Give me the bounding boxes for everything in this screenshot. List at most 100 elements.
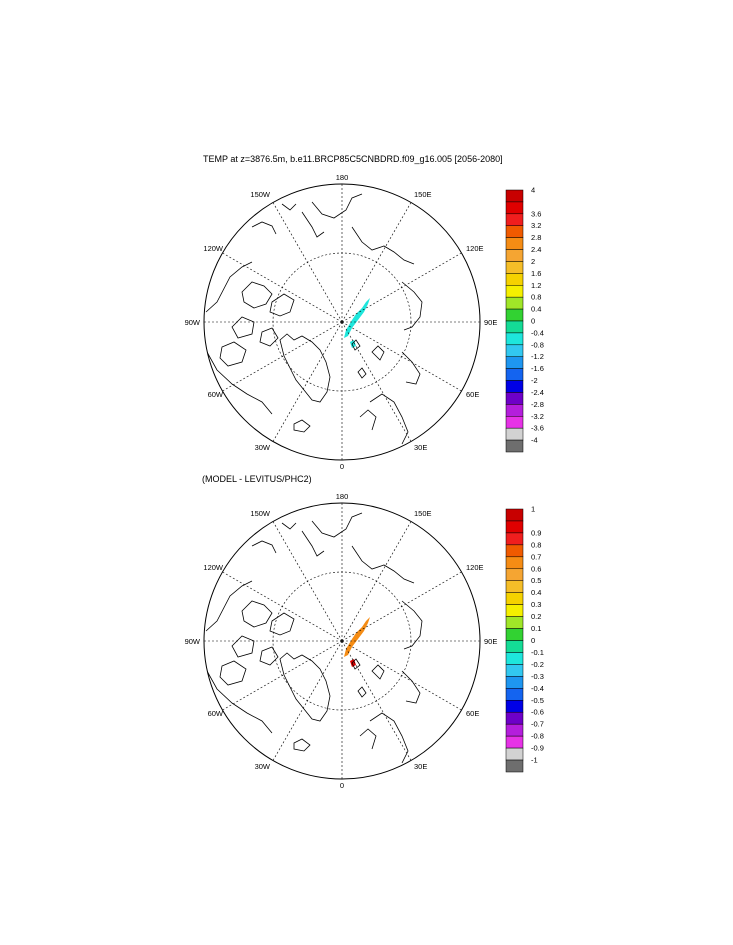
colorbar-tick-label: 1.2 bbox=[531, 281, 541, 290]
colorbar-tick-label: 0 bbox=[531, 317, 535, 326]
coastline bbox=[279, 333, 331, 403]
longitude-label-upper-left: 120W bbox=[203, 244, 224, 253]
longitude-label-bottom: 0 bbox=[340, 462, 344, 471]
longitude-label-upper-right: 120E bbox=[466, 563, 484, 572]
colorbar-tick-label: -0.4 bbox=[531, 328, 544, 337]
colorbar-tick-label: 0.4 bbox=[531, 588, 541, 597]
colorbar-swatch bbox=[505, 380, 524, 393]
colorbar-tick-label: -0.7 bbox=[531, 720, 544, 729]
colorbar-swatch bbox=[505, 332, 524, 346]
colorbar-tick-label: -0.1 bbox=[531, 648, 544, 657]
longitude-label-lower-right: 60E bbox=[466, 390, 479, 399]
coastline bbox=[401, 281, 423, 331]
colorbar-swatch bbox=[505, 616, 524, 629]
longitude-label-right: 90E bbox=[484, 318, 497, 327]
colorbar-tick-label: 0 bbox=[531, 636, 535, 645]
longitude-label-upper-left2: 150W bbox=[250, 509, 271, 518]
bottom-polar-map: 180 0 90W 90E 120W 150W 120E 150E 60W 30W 60E 30E bbox=[185, 492, 498, 790]
colorbar-tick-label: 3.6 bbox=[531, 209, 541, 218]
coastline bbox=[259, 327, 279, 347]
coastline bbox=[401, 600, 423, 650]
longitude-label-right: 90E bbox=[484, 637, 497, 646]
colorbar-swatch bbox=[505, 273, 524, 286]
colorbar-swatch bbox=[505, 759, 524, 773]
colorbar-tick-label: 2 bbox=[531, 257, 535, 266]
colorbar-swatch bbox=[505, 213, 524, 226]
colorbar-tick-label: -0.8 bbox=[531, 732, 544, 741]
colorbar-swatch bbox=[505, 652, 524, 665]
colorbar-tick-label: 0.7 bbox=[531, 552, 541, 561]
longitude-label-top: 180 bbox=[336, 173, 349, 182]
colorbar-swatch bbox=[505, 225, 524, 238]
coastline bbox=[219, 341, 247, 367]
colorbar-tick-label: -1.2 bbox=[531, 352, 544, 361]
coastline bbox=[357, 686, 367, 698]
meridian-line bbox=[341, 202, 412, 323]
coastline bbox=[241, 600, 273, 628]
colorbar-tick-label: 1 bbox=[531, 505, 535, 514]
longitude-label-left: 90W bbox=[185, 318, 201, 327]
coastline bbox=[293, 419, 311, 433]
colorbar-swatch bbox=[505, 556, 524, 570]
colorbar-tick-label: -0.2 bbox=[531, 660, 544, 669]
coastline bbox=[359, 728, 377, 750]
coastline bbox=[351, 339, 361, 351]
colorbar-tick-label: -0.9 bbox=[531, 744, 544, 753]
longitude-label-lower-left: 60W bbox=[208, 390, 224, 399]
colorbar-tick-label: 0.9 bbox=[531, 528, 541, 537]
colorbar-tick-label: -0.8 bbox=[531, 340, 544, 349]
meridian-line bbox=[272, 202, 343, 323]
longitude-label-upper-right2: 150E bbox=[414, 190, 432, 199]
colorbar-swatch bbox=[505, 261, 524, 274]
coastline bbox=[241, 281, 273, 309]
coastline bbox=[259, 646, 279, 666]
longitude-label-upper-right: 120E bbox=[466, 244, 484, 253]
colorbar-tick-label: -3.6 bbox=[531, 424, 544, 433]
colorbar-tick-label: 0.8 bbox=[531, 293, 541, 302]
top-colorbar: 4 3.6 3.2 2.8 2.4 2 1.6 1.2 0.8 0.4 0 -0.4 -0.8 -1.2 -… bbox=[505, 186, 544, 453]
map-boundary bbox=[203, 502, 481, 780]
longitude-label-upper-right2: 150E bbox=[414, 509, 432, 518]
field-anomaly-region bbox=[344, 298, 370, 338]
colorbar-swatch bbox=[505, 508, 524, 522]
meridian-line bbox=[272, 321, 343, 442]
coastline bbox=[206, 351, 273, 415]
coastline bbox=[231, 316, 255, 339]
coastline bbox=[205, 261, 253, 313]
colorbar-tick-label: 0.8 bbox=[531, 540, 541, 549]
coastline bbox=[351, 658, 361, 670]
colorbar-swatch bbox=[505, 711, 524, 725]
colorbar-tick-label: 0.2 bbox=[531, 612, 541, 621]
longitude-label-left: 90W bbox=[185, 637, 201, 646]
colorbar-tick-label: -4 bbox=[531, 436, 538, 445]
colorbar-swatch bbox=[505, 368, 524, 381]
coastline bbox=[251, 540, 277, 554]
colorbar-swatch bbox=[505, 568, 524, 581]
coastline bbox=[311, 193, 363, 219]
colorbar-tick-label: -0.3 bbox=[531, 672, 544, 681]
colorbar-tick-label: 0.5 bbox=[531, 576, 541, 585]
colorbar-swatch bbox=[505, 532, 524, 546]
colorbar-tick-label: 2.4 bbox=[531, 245, 541, 254]
colorbar-tick-label: -1.6 bbox=[531, 364, 544, 373]
meridian-line bbox=[222, 640, 343, 711]
colorbar-swatch bbox=[505, 520, 524, 534]
colorbar-tick-label: -2.8 bbox=[531, 400, 544, 409]
longitude-label-lower-left2: 30W bbox=[255, 762, 271, 771]
colorbar-swatch bbox=[505, 580, 524, 593]
colorbar-swatch bbox=[505, 628, 524, 641]
colorbar-swatch bbox=[505, 249, 524, 262]
map-boundary bbox=[203, 183, 481, 461]
colorbar-swatch bbox=[505, 723, 524, 737]
top-polar-map: 180 0 90W 90E 120W 150W 120E 150E 60W 30W 60E 30E bbox=[185, 173, 498, 471]
colorbar-swatch bbox=[505, 392, 524, 405]
colorbar-swatch bbox=[505, 427, 524, 441]
meridian-line bbox=[341, 571, 462, 642]
longitude-label-lower-right2: 30E bbox=[414, 443, 427, 452]
longitude-label-upper-left2: 150W bbox=[250, 190, 271, 199]
colorbar-swatch bbox=[505, 320, 524, 334]
colorbar-swatch bbox=[505, 201, 524, 215]
colorbar-swatch bbox=[505, 308, 524, 322]
coastline bbox=[206, 670, 273, 734]
